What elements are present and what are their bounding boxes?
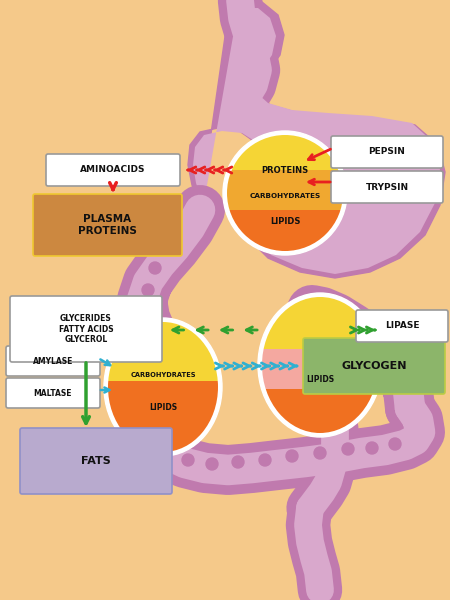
- Bar: [262, 389, 378, 433]
- Circle shape: [149, 409, 161, 421]
- FancyBboxPatch shape: [331, 136, 443, 168]
- Text: LIPIDS: LIPIDS: [149, 403, 177, 412]
- Bar: [227, 211, 343, 251]
- FancyBboxPatch shape: [6, 378, 100, 408]
- Text: LIPIDS: LIPIDS: [270, 217, 300, 226]
- Ellipse shape: [258, 293, 382, 437]
- Text: PEPSIN: PEPSIN: [369, 148, 405, 157]
- Text: PROTEINS: PROTEINS: [261, 166, 309, 175]
- Text: CARBOHYDRATES: CARBOHYDRATES: [249, 193, 320, 199]
- FancyBboxPatch shape: [46, 154, 180, 186]
- Text: TRYPSIN: TRYPSIN: [365, 182, 409, 191]
- Bar: [262, 349, 378, 389]
- Circle shape: [366, 442, 378, 454]
- Text: LIPIDS: LIPIDS: [306, 376, 334, 385]
- FancyBboxPatch shape: [6, 346, 100, 376]
- Text: GLYCERIDES
FATTY ACIDS
GLYCEROL: GLYCERIDES FATTY ACIDS GLYCEROL: [58, 314, 113, 344]
- Bar: [108, 322, 218, 380]
- Text: GLYCOGEN: GLYCOGEN: [341, 361, 407, 371]
- Circle shape: [144, 328, 156, 340]
- Circle shape: [170, 379, 182, 391]
- FancyBboxPatch shape: [33, 194, 182, 256]
- Bar: [262, 297, 378, 349]
- FancyBboxPatch shape: [356, 310, 448, 342]
- Circle shape: [154, 346, 166, 358]
- FancyBboxPatch shape: [10, 296, 162, 362]
- Circle shape: [162, 394, 174, 406]
- Bar: [227, 170, 343, 211]
- FancyBboxPatch shape: [20, 428, 172, 494]
- Text: CARBOHYDRATES: CARBOHYDRATES: [130, 372, 196, 379]
- Circle shape: [389, 438, 401, 450]
- FancyBboxPatch shape: [331, 171, 443, 203]
- Polygon shape: [193, 8, 440, 274]
- Text: MALTASE: MALTASE: [34, 389, 72, 397]
- Circle shape: [232, 456, 244, 468]
- FancyBboxPatch shape: [303, 338, 445, 394]
- Circle shape: [142, 284, 154, 296]
- Circle shape: [159, 446, 171, 458]
- Circle shape: [182, 454, 194, 466]
- Text: FATS: FATS: [81, 456, 111, 466]
- Circle shape: [286, 450, 298, 462]
- Ellipse shape: [223, 131, 347, 255]
- Text: PLASMA
PROTEINS: PLASMA PROTEINS: [78, 214, 137, 236]
- Text: LIPASE: LIPASE: [385, 322, 419, 331]
- Text: AMYLASE: AMYLASE: [33, 356, 73, 365]
- Circle shape: [149, 262, 161, 274]
- Bar: [227, 135, 343, 170]
- Circle shape: [314, 447, 326, 459]
- Bar: [108, 380, 218, 452]
- Polygon shape: [188, 2, 445, 278]
- Ellipse shape: [104, 318, 222, 456]
- Text: AMINOACIDS: AMINOACIDS: [80, 166, 146, 175]
- Circle shape: [206, 458, 218, 470]
- Circle shape: [140, 306, 152, 318]
- Circle shape: [166, 362, 178, 374]
- Circle shape: [342, 443, 354, 455]
- Circle shape: [259, 454, 271, 466]
